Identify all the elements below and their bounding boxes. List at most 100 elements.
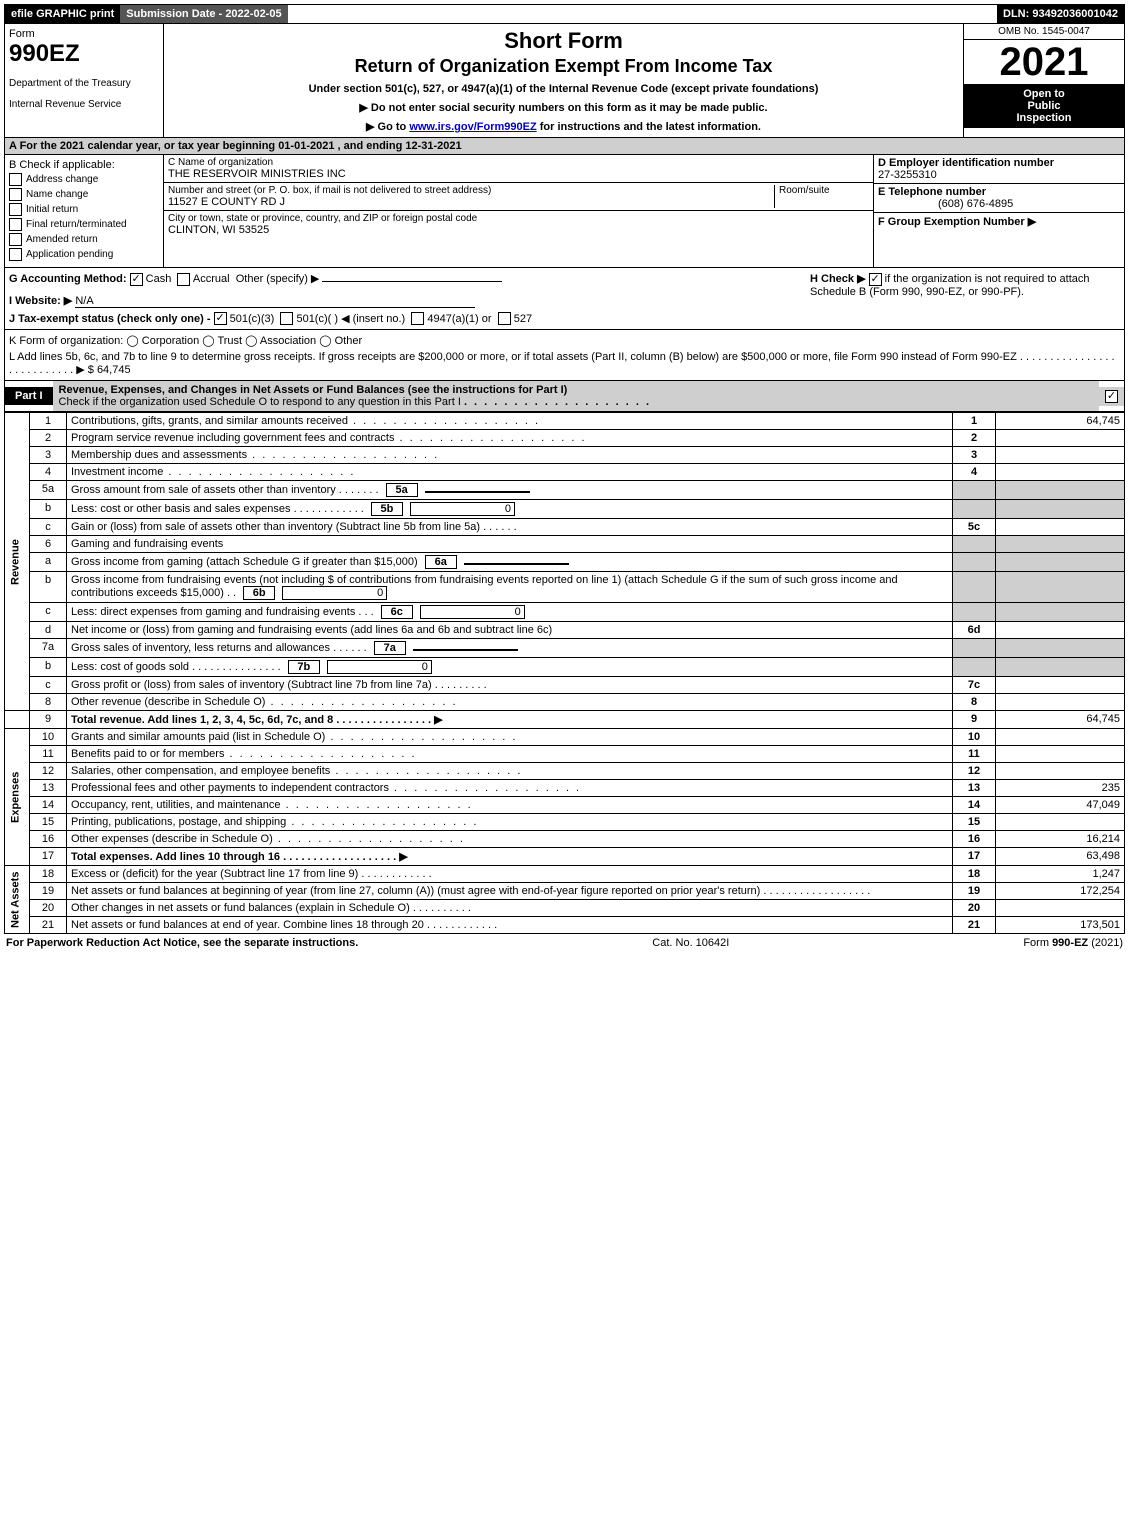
d-ein-label: D Employer identification number	[878, 157, 1054, 169]
h-label: H Check ▶	[810, 273, 866, 285]
dept-irs: Internal Revenue Service	[9, 99, 159, 110]
chk-schedule-b-not-required[interactable]	[869, 273, 882, 286]
chk-amended-return[interactable]	[9, 233, 22, 246]
lbl-other: Other (specify) ▶	[236, 273, 320, 285]
lbl-501c3: 501(c)(3)	[230, 313, 275, 325]
line-6d-num: d	[30, 622, 67, 639]
part-i-table: Revenue 1 Contributions, gifts, grants, …	[4, 412, 1125, 934]
chk-501c[interactable]	[280, 312, 293, 325]
dots	[348, 415, 540, 427]
open-line3: Inspection	[966, 112, 1122, 124]
line-19-box: 19	[953, 883, 996, 900]
line-i: I Website: ▶ N/A	[9, 294, 794, 308]
col-c-org: C Name of organization THE RESERVOIR MIN…	[164, 155, 873, 267]
line-5b-amt-shade	[996, 500, 1125, 519]
line-1-num: 1	[30, 413, 67, 430]
inst-pre: ▶ Go to	[366, 121, 409, 133]
dept-treasury: Department of the Treasury	[9, 78, 159, 89]
line-20-box: 20	[953, 900, 996, 917]
lbl-application-pending: Application pending	[26, 249, 113, 260]
line-17-box: 17	[953, 848, 996, 866]
instructions-link-line: ▶ Go to www.irs.gov/Form990EZ for instru…	[170, 120, 957, 133]
part-i-title: Revenue, Expenses, and Changes in Net As…	[53, 381, 1099, 411]
col-b-checkboxes: B Check if applicable: Address change Na…	[5, 155, 164, 267]
page-footer: For Paperwork Reduction Act Notice, see …	[4, 934, 1125, 952]
line-l: L Add lines 5b, 6c, and 7b to line 9 to …	[9, 351, 1120, 376]
line-13-box: 13	[953, 780, 996, 797]
line-6c-minival: 0	[420, 605, 525, 619]
chk-4947[interactable]	[411, 312, 424, 325]
line-10-num: 10	[30, 729, 67, 746]
form-label: Form	[9, 28, 159, 40]
org-info-grid: B Check if applicable: Address change Na…	[4, 155, 1125, 268]
line-6-amt-shade	[996, 536, 1125, 553]
line-6c-amt-shade	[996, 603, 1125, 622]
line-6a-minival	[464, 563, 569, 565]
line-6d-amt	[996, 622, 1125, 639]
line-12-num: 12	[30, 763, 67, 780]
chk-501c3[interactable]	[214, 312, 227, 325]
line-3-desc: Membership dues and assessments	[71, 449, 247, 461]
line-3-num: 3	[30, 447, 67, 464]
dots	[265, 696, 457, 708]
chk-application-pending[interactable]	[9, 248, 22, 261]
footer-right: Form 990-EZ (2021)	[1023, 937, 1123, 949]
chk-final-return[interactable]	[9, 218, 22, 231]
line-h: H Check ▶ if the organization is not req…	[810, 272, 1120, 325]
line-6d-box: 6d	[953, 622, 996, 639]
line-6c-num: c	[30, 603, 67, 622]
open-to-public: Open to Public Inspection	[964, 84, 1124, 128]
line-18-desc: Excess or (deficit) for the year (Subtra…	[71, 868, 358, 880]
website-value: N/A	[75, 295, 475, 308]
footer-catno: Cat. No. 10642I	[652, 937, 729, 949]
chk-name-change[interactable]	[9, 188, 22, 201]
line-16-num: 16	[30, 831, 67, 848]
line-17-desc: Total expenses. Add lines 10 through 16 …	[71, 851, 408, 863]
efile-graphic-print[interactable]: efile GRAPHIC print	[5, 5, 120, 23]
line-7b-amt-shade	[996, 658, 1125, 677]
line-8-box: 8	[953, 694, 996, 711]
irs-link[interactable]: www.irs.gov/Form990EZ	[409, 121, 536, 133]
org-city: CLINTON, WI 53525	[168, 224, 869, 236]
chk-527[interactable]	[498, 312, 511, 325]
line-7c-box: 7c	[953, 677, 996, 694]
chk-cash[interactable]	[130, 273, 143, 286]
line-8-amt	[996, 694, 1125, 711]
i-label: I Website: ▶	[9, 295, 72, 307]
chk-accrual[interactable]	[177, 273, 190, 286]
dots	[389, 782, 581, 794]
line-18-num: 18	[30, 866, 67, 883]
footer-left: For Paperwork Reduction Act Notice, see …	[6, 937, 358, 949]
line-5b-minival: 0	[410, 502, 515, 516]
line-6c-box-shade	[953, 603, 996, 622]
line-2-box: 2	[953, 430, 996, 447]
part-i-dots	[464, 396, 651, 408]
c-street-label: Number and street (or P. O. box, if mail…	[168, 185, 774, 196]
line-7b-desc: Less: cost of goods sold	[71, 661, 189, 673]
lbl-amended-return: Amended return	[26, 234, 98, 245]
line-15-box: 15	[953, 814, 996, 831]
line-11-box: 11	[953, 746, 996, 763]
line-6-desc: Gaming and fundraising events	[71, 538, 223, 550]
chk-address-change[interactable]	[9, 173, 22, 186]
line-17-num: 17	[30, 848, 67, 866]
c-city-label: City or town, state or province, country…	[168, 213, 869, 224]
line-6b-minibox: 6b	[243, 586, 275, 600]
line-13-num: 13	[30, 780, 67, 797]
chk-initial-return[interactable]	[9, 203, 22, 216]
lbl-initial-return: Initial return	[26, 204, 78, 215]
submission-date: Submission Date - 2022-02-05	[120, 5, 287, 23]
open-line2: Public	[966, 100, 1122, 112]
line-7c-num: c	[30, 677, 67, 694]
chk-schedule-o-used[interactable]	[1105, 390, 1118, 403]
line-1-amt: 64,745	[996, 413, 1125, 430]
line-1-desc: Contributions, gifts, grants, and simila…	[71, 415, 348, 427]
form-header: Form 990EZ Department of the Treasury In…	[4, 24, 1125, 138]
line-9-amt: 64,745	[996, 711, 1125, 729]
row-a-tax-year: A For the 2021 calendar year, or tax yea…	[4, 138, 1125, 155]
line-14-amt: 47,049	[996, 797, 1125, 814]
lbl-name-change: Name change	[26, 189, 88, 200]
line-14-box: 14	[953, 797, 996, 814]
line-4-desc: Investment income	[71, 466, 163, 478]
dots	[325, 731, 517, 743]
